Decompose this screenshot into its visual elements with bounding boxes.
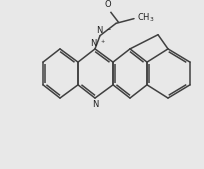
Text: CH$_3$: CH$_3$ — [136, 12, 154, 24]
Text: N: N — [95, 26, 102, 35]
Text: $^{-}$: $^{-}$ — [105, 27, 111, 33]
Text: O: O — [104, 0, 111, 9]
Text: $^{+}$: $^{+}$ — [99, 40, 105, 46]
Text: N: N — [89, 39, 96, 48]
Text: N: N — [91, 100, 98, 109]
